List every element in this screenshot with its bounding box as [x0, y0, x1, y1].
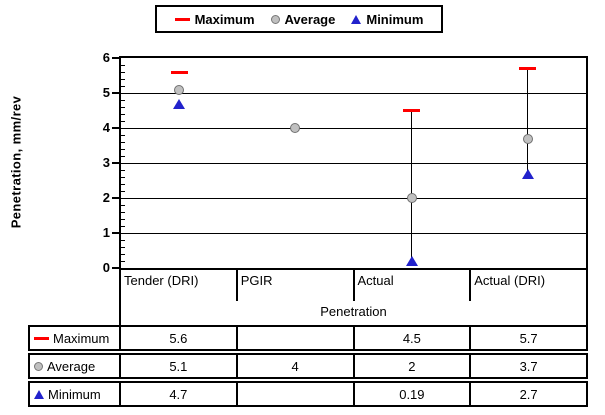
y-minor-tick: [121, 142, 125, 143]
y-tick-label: 4: [102, 120, 110, 135]
y-major-tick: [112, 197, 121, 199]
x-axis-title: Penetration: [119, 301, 588, 325]
minimum-marker: [405, 256, 418, 267]
minimum-marker: [173, 98, 186, 109]
table-row-header: Minimum: [30, 383, 121, 405]
average-marker: [174, 84, 185, 95]
y-minor-tick: [121, 226, 125, 227]
table-cell: 2: [355, 355, 472, 377]
category-label: PGIR: [238, 270, 355, 301]
legend-label: Minimum: [366, 11, 424, 27]
table-row: Maximum 5.6 4.5 5.7: [28, 325, 588, 351]
gridline: [121, 233, 586, 234]
y-tick-label: 3: [102, 155, 110, 170]
y-major-tick: [112, 127, 121, 129]
legend-item-maximum: Maximum: [174, 11, 255, 27]
triangle-marker-icon: [351, 14, 362, 24]
average-marker: [522, 133, 533, 144]
y-minor-tick: [121, 100, 125, 101]
y-tick-label: 5: [102, 85, 110, 100]
y-minor-tick: [121, 170, 125, 171]
minimum-marker: [521, 168, 534, 179]
y-tick-label: 0: [102, 260, 110, 275]
circle-marker-icon: [270, 14, 280, 24]
y-minor-tick: [121, 86, 125, 87]
y-minor-tick: [121, 114, 125, 115]
y-major-tick: [112, 162, 121, 164]
maximum-marker: [519, 67, 537, 70]
table-row: Average 5.1 4 2 3.7: [28, 353, 588, 379]
y-major-tick: [112, 232, 121, 234]
triangle-marker-icon: [34, 389, 44, 399]
y-minor-tick: [121, 184, 125, 185]
gridline: [121, 93, 586, 94]
legend: Maximum Average Minimum: [155, 5, 443, 33]
dash-marker-icon: [34, 336, 49, 340]
y-minor-tick: [121, 240, 125, 241]
y-tick-label: 6: [102, 50, 110, 65]
y-minor-tick: [121, 65, 125, 66]
hilo-line: [527, 68, 529, 174]
y-tick-label: 2: [102, 190, 110, 205]
category-label: Actual (DRI): [474, 273, 546, 288]
y-minor-tick: [121, 156, 125, 157]
legend-item-minimum: Minimum: [351, 12, 423, 27]
table-row-label: Minimum: [48, 386, 101, 402]
y-minor-tick: [121, 191, 125, 192]
y-minor-tick: [121, 212, 125, 213]
average-marker: [406, 193, 417, 203]
table-cell: 0.19: [355, 383, 472, 405]
category-label: Actual: [355, 270, 472, 301]
y-minor-tick: [121, 247, 125, 248]
y-minor-tick: [121, 254, 125, 255]
y-minor-tick: [121, 107, 125, 108]
y-minor-tick: [121, 72, 125, 73]
maximum-marker: [170, 70, 188, 74]
data-table: Maximum 5.6 4.5 5.7 Average 5.1 4 2 3.7 Minimum 4.…: [28, 325, 588, 409]
category-label: Tender (DRI): [121, 270, 238, 301]
hilo-line: [411, 110, 413, 262]
table-cell: 5.6: [121, 327, 238, 349]
maximum-marker: [403, 109, 421, 112]
table-cell: 5.7: [519, 330, 538, 346]
y-minor-tick: [121, 79, 125, 80]
table-row-label: Average: [47, 358, 96, 374]
y-minor-tick: [121, 121, 125, 122]
y-minor-tick: [121, 261, 125, 262]
table-cell: 4: [238, 355, 355, 377]
dash-marker-icon: [174, 17, 190, 21]
table-cell: 5.1: [121, 355, 238, 377]
gridline: [121, 128, 586, 129]
circle-marker-icon: [34, 361, 43, 371]
table-cell: [238, 327, 355, 349]
y-tick-label: 1: [102, 225, 110, 240]
y-minor-tick: [121, 205, 125, 206]
y-minor-tick: [121, 149, 125, 150]
table-cell: 2.7: [519, 386, 538, 402]
y-minor-tick: [121, 177, 125, 178]
table-row-label: Maximum: [53, 330, 110, 346]
table-cell: [238, 383, 355, 405]
y-major-tick: [112, 92, 121, 94]
y-major-tick: [112, 57, 121, 59]
table-row: Minimum 4.7 0.19 2.7: [28, 381, 588, 407]
table-row-header: Maximum: [30, 327, 121, 349]
table-cell: 4.7: [121, 383, 238, 405]
y-minor-tick: [121, 219, 125, 220]
y-major-tick: [112, 267, 121, 269]
legend-label: Average: [284, 11, 336, 27]
table-cell: 4.5: [355, 327, 472, 349]
table-cell: 3.7: [519, 358, 538, 374]
gridline: [121, 198, 586, 199]
gridline: [121, 163, 586, 164]
legend-item-average: Average: [270, 11, 336, 27]
plot-area: [119, 56, 588, 270]
x-axis-category-labels: Tender (DRI) PGIR Actual Actual (DRI): [119, 270, 588, 301]
table-row-header: Average: [30, 355, 121, 377]
average-marker: [290, 123, 301, 133]
y-minor-tick: [121, 135, 125, 136]
legend-label: Maximum: [194, 11, 255, 27]
